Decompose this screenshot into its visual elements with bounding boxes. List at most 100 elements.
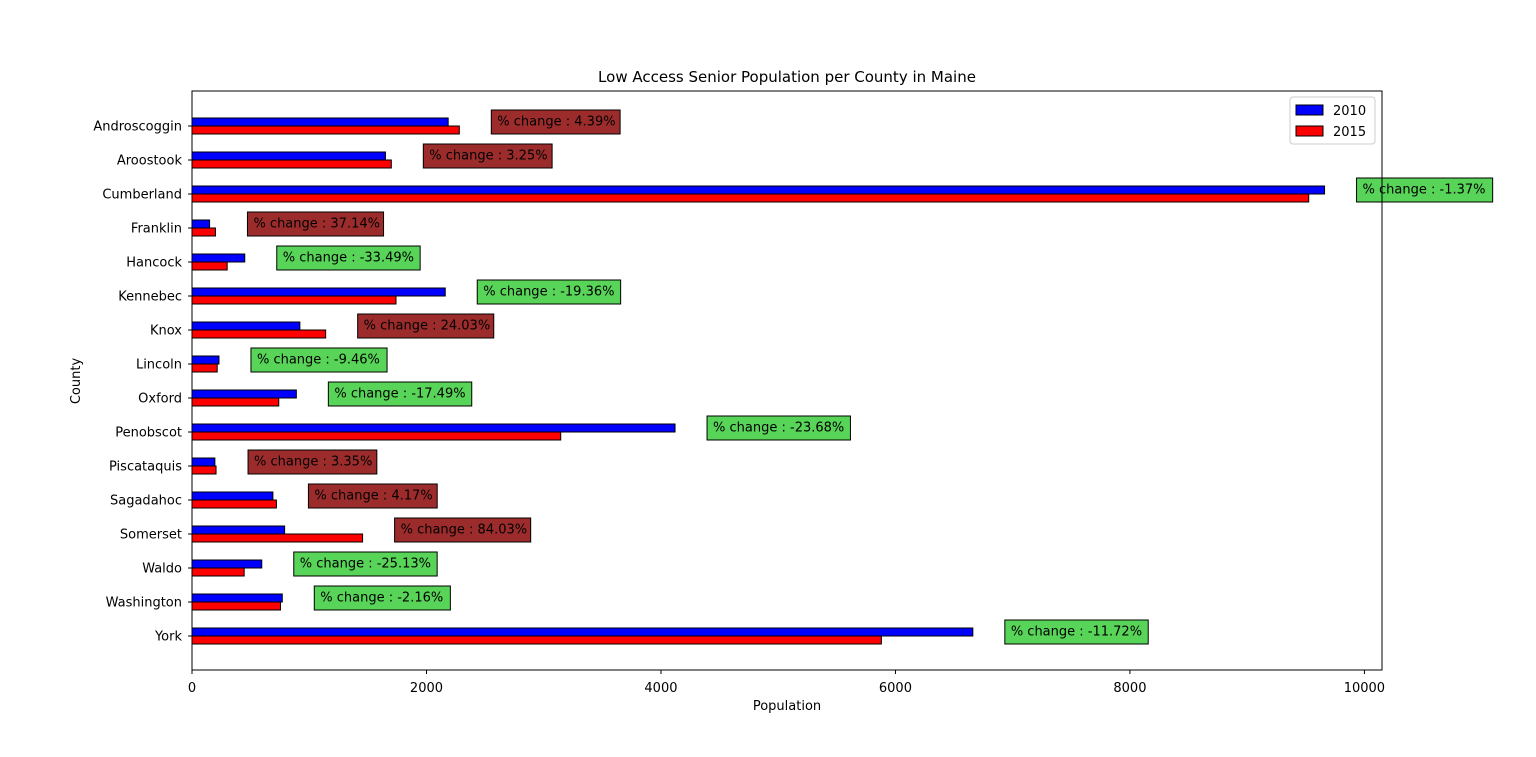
annotation-label-lincoln: % change : -9.46% (257, 353, 380, 368)
y-tick-label-piscataquis: Piscataquis (109, 460, 182, 475)
annotation-label-washington: % change : -2.16% (320, 591, 443, 606)
annotation-label-hancock: % change : -33.49% (283, 251, 414, 266)
bar-2010-androscoggin (191, 117, 449, 127)
annotation-box-sagadahoc (307, 483, 438, 509)
bar-2015-aroostook (191, 159, 392, 169)
axes: Androscoggin Aroostook Cumberland Franklin H… (93, 90, 1385, 696)
annotation-box-penobscot (706, 415, 851, 441)
bar-2010-knox (191, 321, 301, 331)
annotation-box-piscataquis (247, 449, 378, 475)
bar-2015-washington (191, 601, 282, 611)
bar-2015-franklin (191, 227, 216, 237)
plot-frame (191, 90, 1383, 671)
annotation-label-oxford: % change : -17.49% (334, 387, 465, 402)
annotation-box-franklin (246, 211, 385, 237)
bar-2015-piscataquis (191, 465, 217, 475)
bar-2015-waldo (191, 567, 245, 577)
annotation-box-somerset (394, 517, 532, 543)
annotation-label-aroostook: % change : 3.25% (429, 149, 547, 164)
bar-2010-aroostook (191, 151, 386, 161)
y-tick-label-kennebec: Kennebec (118, 290, 182, 305)
chart-title: Low Access Senior Population per County … (598, 68, 976, 86)
y-tick-label-androscoggin: Androscoggin (93, 120, 182, 135)
y-tick-label-somerset: Somerset (120, 528, 182, 543)
bar-2010-york (191, 627, 974, 637)
annotation-box-york (1004, 619, 1149, 645)
annotation-label-sagadahoc: % change : 4.17% (314, 489, 432, 504)
bar-2015-knox (191, 329, 327, 339)
annotation-box-oxford (327, 381, 473, 407)
bar-2010-franklin (191, 219, 211, 229)
annotation-label-piscataquis: % change : 3.35% (254, 455, 372, 470)
bar-2015-sagadahoc (191, 499, 277, 509)
bar-2010-hancock (191, 253, 246, 263)
bar-2015-lincoln (191, 363, 218, 373)
bar-2015-oxford (191, 397, 280, 407)
y-tick-label-franklin: Franklin (131, 222, 182, 237)
y-tick-label-penobscot: Penobscot (115, 426, 182, 441)
annotation-label-cumberland: % change : -1.37% (1363, 183, 1486, 198)
y-tick-label-aroostook: Aroostook (117, 154, 183, 169)
y-tick-label-york: York (154, 630, 183, 645)
x-tick-label-2000: 2000 (410, 681, 443, 696)
y-tick-label-knox: Knox (150, 324, 182, 339)
legend-swatch-2010 (1295, 104, 1324, 116)
annotation-label-somerset: % change : 84.03% (401, 523, 528, 538)
bar-2010-somerset (191, 525, 286, 535)
bar-2010-lincoln (191, 355, 220, 365)
y-tick-label-hancock: Hancock (126, 256, 182, 271)
y-axis-label: County (69, 358, 84, 405)
bar-2015-kennebec (191, 295, 397, 305)
y-tick-label-lincoln: Lincoln (136, 358, 182, 373)
annotation-box-waldo (293, 551, 438, 577)
bar-2010-waldo (191, 559, 263, 569)
y-tick-label-sagadahoc: Sagadahoc (110, 494, 182, 509)
annotation-label-androscoggin: % change : 4.39% (497, 115, 615, 130)
bar-2010-washington (191, 593, 283, 603)
plot-area (191, 117, 1326, 645)
bar-2010-kennebec (191, 287, 446, 297)
annotation-label-knox: % change : 24.03% (364, 319, 491, 334)
x-tick-label-0: 0 (188, 681, 196, 696)
bar-2015-york (191, 635, 882, 645)
bar-2010-sagadahoc (191, 491, 274, 501)
bar-2015-cumberland (191, 193, 1310, 203)
annotation-label-kennebec: % change : -19.36% (483, 285, 614, 300)
bar-2015-somerset (191, 533, 364, 543)
annotation-label-york: % change : -11.72% (1011, 625, 1142, 640)
y-tick-label-cumberland: Cumberland (102, 188, 182, 203)
bar-2015-hancock (191, 261, 228, 271)
x-axis-label: Population (753, 699, 821, 714)
annotation-box-washington (313, 585, 451, 611)
legend: 2010 2015 (1289, 96, 1376, 145)
bar-2010-oxford (191, 389, 297, 399)
annotation-box-knox (357, 313, 495, 339)
bar-2015-androscoggin (191, 125, 460, 135)
annotation-box-kennebec (476, 279, 622, 305)
annotation-box-lincoln (250, 347, 388, 373)
annotation-box-cumberland (1356, 177, 1494, 203)
annotation-label-franklin: % change : 37.14% (253, 217, 380, 232)
y-tick-label-oxford: Oxford (138, 392, 182, 407)
legend-swatch-2015 (1295, 125, 1324, 137)
legend-label-2010: 2010 (1333, 104, 1366, 119)
x-tick-label-10000: 10000 (1344, 681, 1385, 696)
annotation-label-penobscot: % change : -23.68% (713, 421, 844, 436)
annotation-box-aroostook (422, 143, 553, 169)
x-tick-label-4000: 4000 (644, 681, 677, 696)
bar-2015-penobscot (191, 431, 562, 441)
x-tick-label-8000: 8000 (1113, 681, 1146, 696)
y-tick-label-waldo: Waldo (142, 562, 182, 577)
x-tick-label-6000: 6000 (879, 681, 912, 696)
annotation-box-androscoggin (490, 109, 621, 135)
annotation-label-waldo: % change : -25.13% (300, 557, 431, 572)
annotation-box-hancock (276, 245, 421, 271)
bar-2010-piscataquis (191, 457, 216, 467)
bar-2010-penobscot (191, 423, 676, 433)
legend-label-2015: 2015 (1333, 125, 1366, 140)
y-tick-label-washington: Washington (106, 596, 182, 611)
annotation-layer: % change : 4.39% % change : 3.25% % change… (246, 109, 1494, 645)
bar-2010-cumberland (191, 185, 1326, 195)
